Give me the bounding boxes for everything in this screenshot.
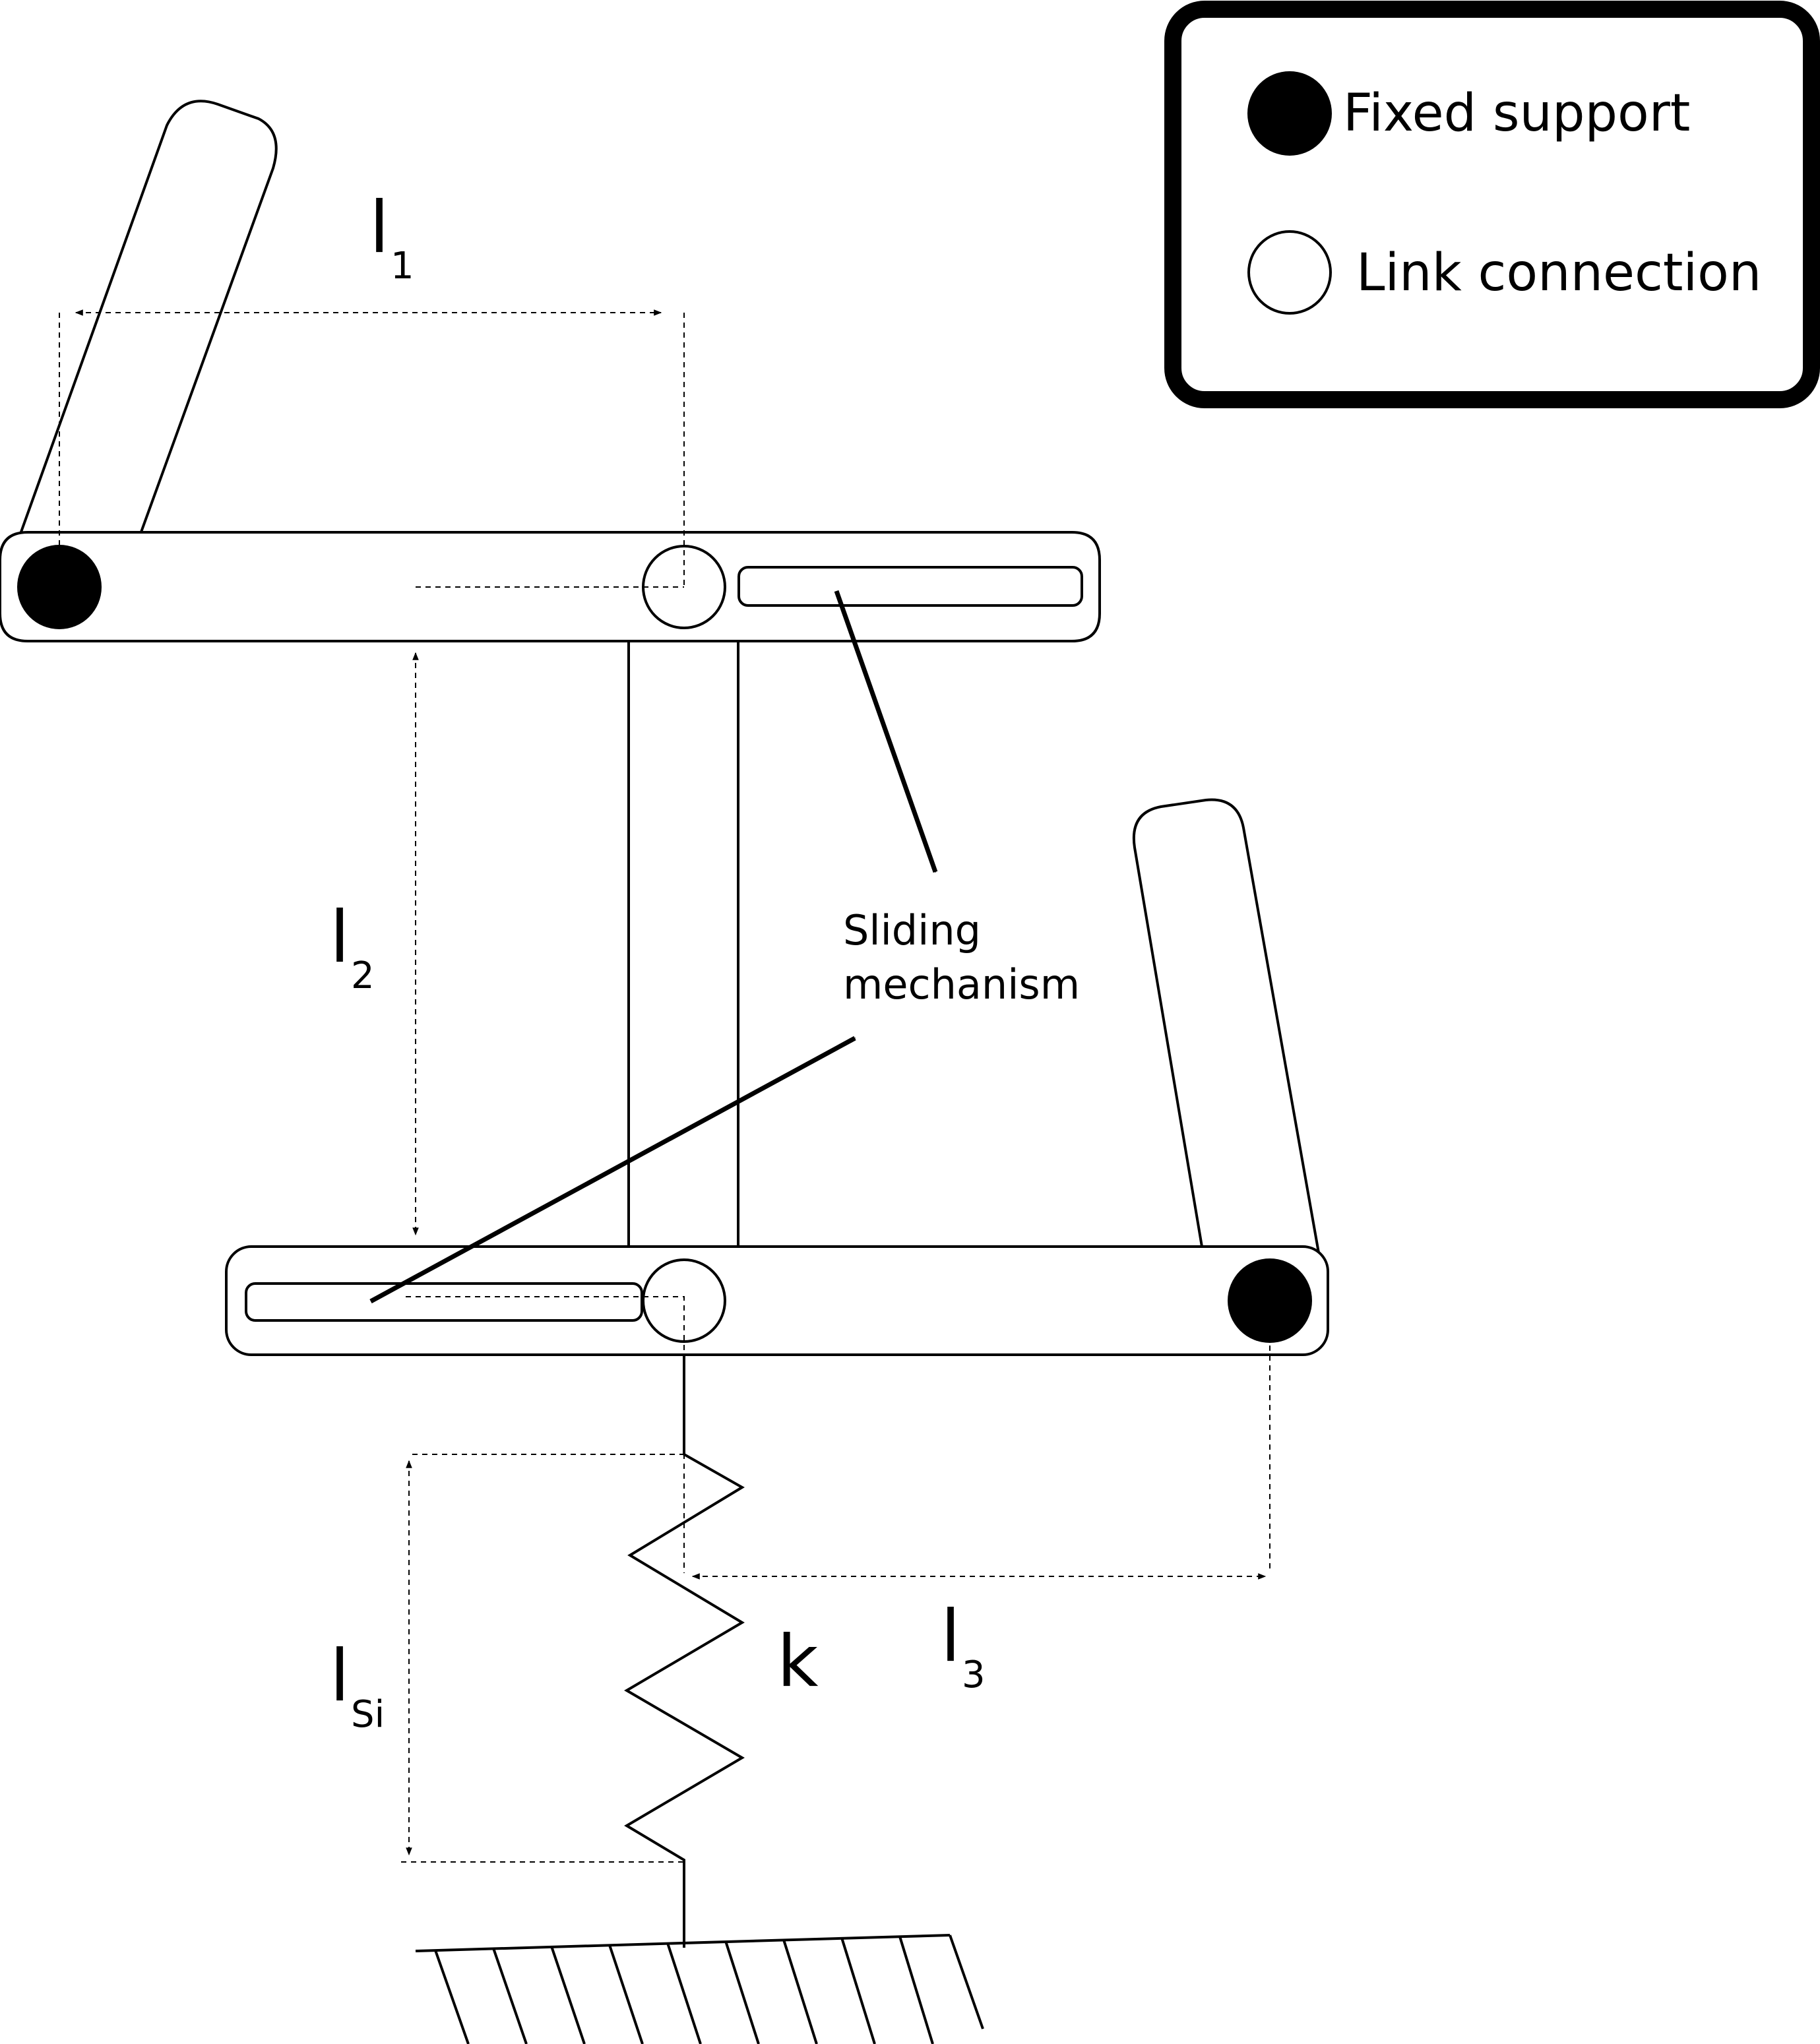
dimension-l3: l3 <box>406 1296 1271 1696</box>
lower-bar <box>225 1245 1329 1356</box>
legend-frame <box>1164 1 1820 408</box>
l3-label: l3 <box>941 1595 986 1696</box>
legend-link-connection-label: Link connection <box>1356 243 1761 303</box>
spring-constant-label: k <box>777 1621 819 1703</box>
lower-slot <box>245 1282 643 1322</box>
ground <box>415 1934 984 2044</box>
upper-slot <box>737 566 1083 607</box>
spring: k <box>624 1355 819 1948</box>
l2-label: l2 <box>330 896 375 997</box>
legend-fixed-support-label: Fixed support <box>1343 84 1690 143</box>
dimension-l1: l1 <box>59 187 685 588</box>
fixed-support-icon <box>1247 71 1332 156</box>
l1-label: l1 <box>369 187 414 288</box>
sliding-mechanism-annotation: Sliding mechanism <box>369 590 1080 1304</box>
vertical-link <box>627 531 739 1282</box>
sliding-mechanism-label: Sliding mechanism <box>843 906 1080 1008</box>
dimension-l2: l2 <box>330 652 419 1236</box>
link-connection-icon <box>1247 230 1332 315</box>
legend: Fixed support Link connection <box>1164 1 1820 408</box>
upper-bar <box>0 531 1101 642</box>
upper-fixed-support <box>17 545 102 629</box>
upper-handle <box>18 100 278 536</box>
lower-handle <box>1132 798 1321 1257</box>
lsi-label: lSi <box>330 1635 385 1736</box>
dimension-lsi: lSi <box>330 1454 684 1863</box>
sliding-arrow-upper <box>834 590 938 873</box>
sliding-arrow-lower <box>369 1036 856 1304</box>
lower-fixed-support <box>1228 1258 1312 1343</box>
